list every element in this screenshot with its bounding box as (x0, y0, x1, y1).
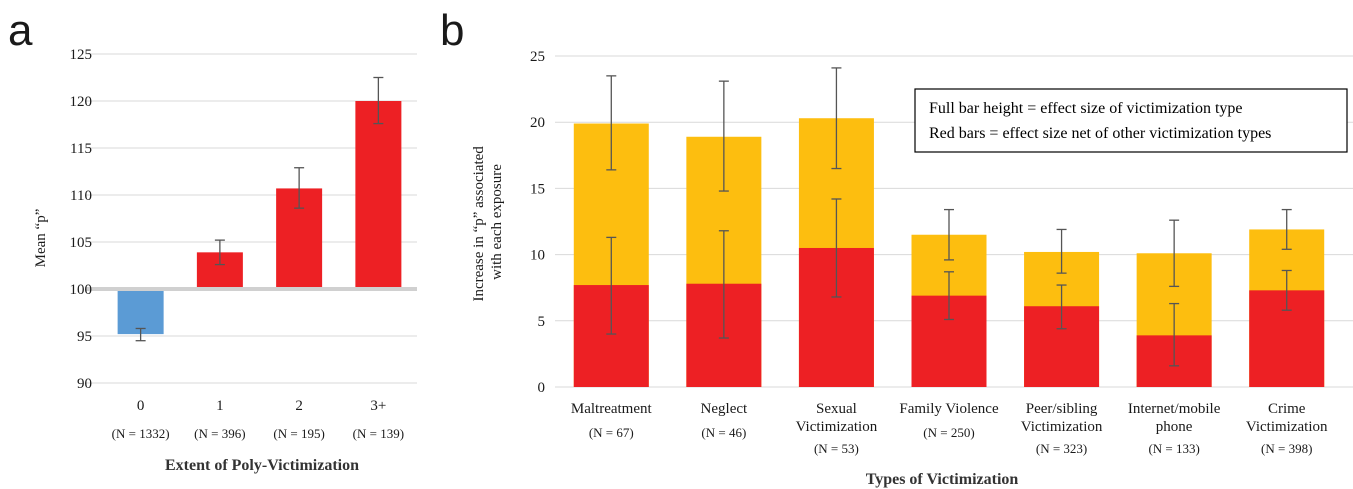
panel-a-x-axis-title: Extent of Poly-Victimization (165, 457, 359, 474)
panel-b-bars (573, 118, 1325, 388)
category-label-sexual-victimization-line-2: Victimization (796, 419, 878, 435)
sample-size-0: (N = 1332) (112, 426, 170, 441)
legend-line-2: Red bars = effect size net of other vict… (929, 125, 1271, 142)
y-tick-120: 120 (70, 94, 93, 110)
bar-3+ (355, 101, 402, 287)
category-label-internet-mobile-phone-line-1: Internet/mobile (1128, 401, 1221, 417)
panel-a-label: a (8, 6, 33, 55)
panel-b-y-axis-title-line-1: Increase in “p” associated (471, 146, 487, 302)
y-tick-25: 25 (530, 49, 545, 65)
y-tick-100: 100 (70, 282, 93, 298)
panel-b-x-axis-title: Types of Victimization (866, 471, 1019, 488)
sample-size-internet-mobile-phone: (N = 133) (1148, 441, 1199, 456)
panel-a-y-tick-labels: 90 95 100 105 110 115 120 125 (70, 47, 93, 392)
panel-a-category-labels: 0 (N = 1332) 1 (N = 396) 2 (N = 195) 3+ (N = 13… (112, 398, 404, 441)
category-label-maltreatment-line-1: Maltreatment (571, 401, 653, 417)
panel-b-y-tick-labels: 0 5 10 15 20 25 (530, 49, 545, 396)
y-tick-20: 20 (530, 115, 545, 131)
category-label-internet-mobile-phone-line-2: phone (1156, 419, 1193, 435)
category-label-2: 2 (295, 398, 303, 414)
panel-b: b 0 5 10 15 20 25 Maltreatment (N = 67) Neglect… (440, 6, 1353, 488)
category-label-1: 1 (216, 398, 224, 414)
sample-size-maltreatment: (N = 67) (589, 425, 634, 440)
panel-b-label: b (440, 6, 464, 55)
sample-size-2: (N = 195) (273, 426, 324, 441)
legend-border (914, 88, 1348, 153)
sample-size-3+: (N = 139) (353, 426, 404, 441)
legend-line-1: Full bar height = effect size of victimi… (929, 100, 1243, 117)
legend-box: Full bar height = effect size of victimi… (914, 88, 1348, 153)
y-tick-105: 105 (70, 235, 93, 251)
category-label-sexual-victimization-line-1: Sexual (816, 401, 857, 417)
panel-b-y-axis-title: Increase in “p” associated with each exp… (471, 142, 505, 301)
sample-size-sexual-victimization: (N = 53) (814, 441, 859, 456)
panel-b-error-bars (606, 67, 1292, 367)
y-tick-5: 5 (538, 314, 546, 330)
category-label-neglect-line-1: Neglect (701, 401, 748, 417)
category-label-crime-victimization-line-2: Victimization (1246, 419, 1328, 435)
sample-size-peer-sibling-victimization: (N = 323) (1036, 441, 1087, 456)
panel-a: a 90 95 100 105 110 115 120 125 0 (N = 1332) 1 (N … (8, 6, 417, 474)
panel-a-bars (117, 101, 402, 335)
y-tick-10: 10 (530, 248, 545, 264)
y-tick-15: 15 (530, 181, 545, 197)
y-tick-90: 90 (77, 376, 92, 392)
sample-size-family-violence: (N = 250) (923, 425, 974, 440)
y-tick-110: 110 (70, 188, 92, 204)
category-label-0: 0 (137, 398, 145, 414)
sample-size-neglect: (N = 46) (701, 425, 746, 440)
panel-a-error-bars (135, 76, 384, 342)
category-label-peer-sibling-victimization-line-1: Peer/sibling (1026, 401, 1098, 417)
panel-a-y-axis-title: Mean “p” (33, 209, 49, 268)
category-label-3+: 3+ (370, 398, 386, 414)
category-label-peer-sibling-victimization-line-2: Victimization (1021, 419, 1103, 435)
y-tick-125: 125 (70, 47, 93, 63)
panel-b-category-labels: Maltreatment (N = 67) Neglect (N = 46) Sexua… (571, 401, 1328, 456)
panel-b-y-axis-title-line-2: with each exposure (489, 164, 505, 280)
category-label-crime-victimization-line-1: Crime (1268, 401, 1306, 417)
category-label-family-violence-line-1: Family Violence (899, 401, 999, 417)
y-tick-95: 95 (77, 329, 92, 345)
sample-size-1: (N = 396) (194, 426, 245, 441)
bar-0 (117, 291, 164, 335)
y-tick-0: 0 (538, 380, 546, 396)
sample-size-crime-victimization: (N = 398) (1261, 441, 1312, 456)
y-tick-115: 115 (70, 141, 92, 157)
